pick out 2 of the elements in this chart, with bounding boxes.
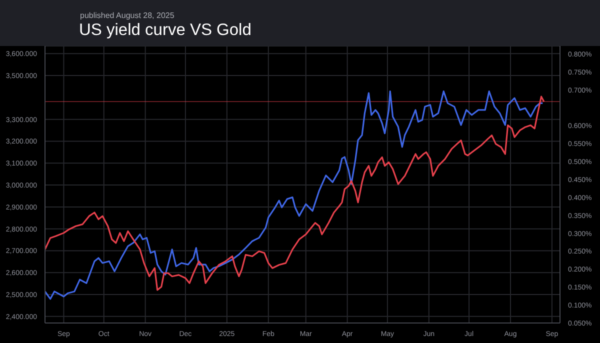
chart-subtitle: published August 28, 2025 xyxy=(80,11,174,20)
chart-title: US yield curve VS Gold xyxy=(79,21,252,40)
